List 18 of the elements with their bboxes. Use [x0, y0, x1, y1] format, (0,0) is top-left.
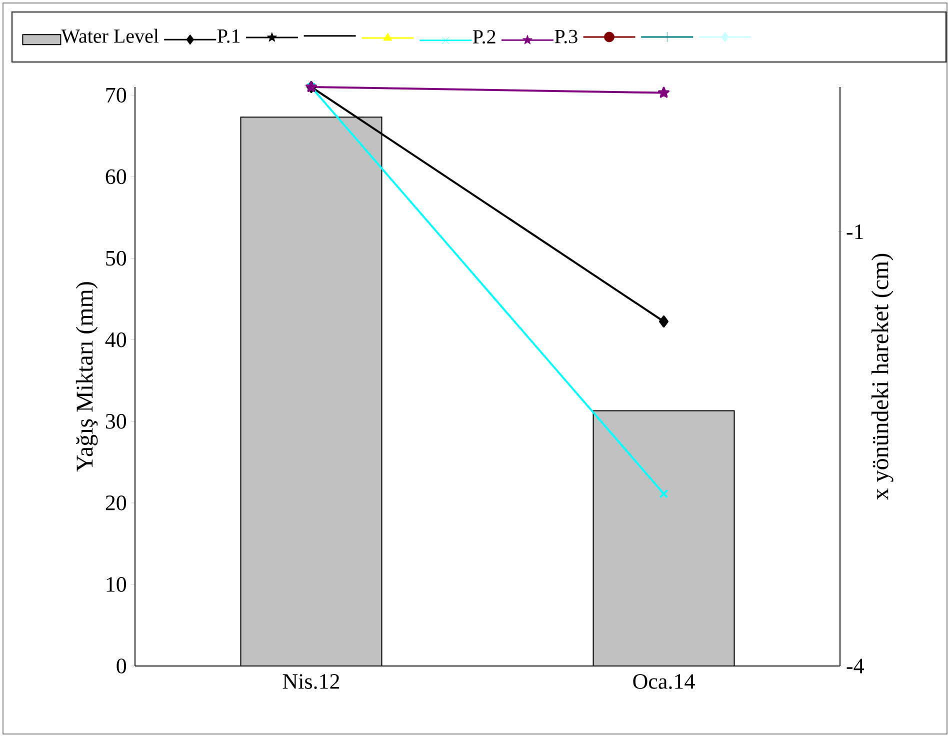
legend-label: Water Level — [61, 28, 159, 43]
y-tick-label: 30 — [106, 414, 126, 429]
y-tick-label: 20 — [106, 495, 126, 510]
y-tick-label: 60 — [106, 169, 126, 184]
y-tick-label: 50 — [106, 250, 126, 266]
y2-axis-title: x yönündeki hareket (cm) — [871, 254, 894, 500]
y2-tick-label: -4 — [846, 658, 864, 674]
y-axis-title: Yağış Miktarı (mm) — [76, 282, 98, 472]
y-tick-label: 0 — [116, 658, 126, 674]
legend-label: P.1 — [217, 29, 240, 43]
legend-label: P.3 — [554, 30, 578, 44]
x-tick-label: Nis.12 — [282, 674, 340, 689]
y-tick-label: 40 — [105, 332, 126, 348]
y-tick-label: 10 — [106, 577, 126, 592]
x-tick-label: Oca.14 — [633, 674, 695, 689]
legend-label: P.2 — [472, 30, 496, 44]
y-tick-label: 70 — [106, 88, 126, 103]
y2-tick-label: -1 — [846, 224, 863, 240]
